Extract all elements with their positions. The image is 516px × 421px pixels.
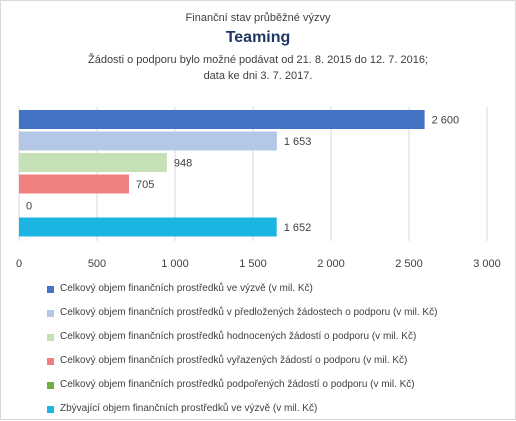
bar [19,110,425,129]
legend-swatch [47,358,54,365]
legend-label: Celkový objem finančních prostředků podp… [60,379,415,390]
x-tick-label: 2 500 [395,258,423,270]
bar [19,153,167,172]
chart-supertitle: Finanční stav průběžné výzvy [185,12,331,24]
data-label: 1 653 [284,136,312,148]
legend-item: Celkový objem finančních prostředků podp… [47,373,507,397]
subtitle-line-2: data ke dni 3. 7. 2017. [203,70,313,82]
data-label: 0 [26,201,32,213]
data-label: 1 652 [284,222,312,234]
legend-item: Zbývající objem finančních prostředků ve… [47,397,507,421]
chart-legend: Celkový objem finančních prostředků ve v… [47,277,507,421]
chart-subtitle: Žádosti o podporu bylo možné podávat od … [1,52,515,84]
bar [19,217,277,237]
x-tick-label: 0 [16,258,22,270]
legend-item: Celkový objem finančních prostředků ve v… [47,277,507,301]
x-tick-label: 1 500 [239,258,267,270]
legend-item: Celkový objem finančních prostředků v př… [47,301,507,325]
legend-label: Celkový objem finančních prostředků ve v… [60,283,313,294]
legend-swatch [47,406,54,413]
legend-item: Celkový objem finančních prostředků vyřa… [47,349,507,373]
legend-swatch [47,310,54,317]
x-tick-label: 3 000 [473,258,501,270]
legend-label: Celkový objem finančních prostředků vyřa… [60,355,408,366]
data-label: 948 [174,158,192,170]
data-label: 2 600 [432,115,460,127]
bar-chart-plot: 0 500 1 000 1 500 2 000 2 500 3 000 2 600 1 653 9… [16,107,501,270]
legend-item: Celkový objem finančních prostředků hodn… [47,325,507,349]
legend-swatch [47,286,54,293]
legend-swatch [47,334,54,341]
legend-label: Celkový objem finančních prostředků v př… [60,307,438,318]
legend-swatch [47,382,54,389]
chart-title: Teaming [225,29,291,46]
bar [19,174,129,194]
subtitle-line-1: Žádosti o podporu bylo možné podávat od … [87,54,429,66]
legend-label: Zbývající objem finančních prostředků ve… [60,403,318,414]
bar [19,131,277,151]
x-tick-label: 500 [88,258,106,270]
x-tick-label: 1 000 [161,258,189,270]
x-tick-label: 2 000 [317,258,345,270]
legend-label: Celkový objem finančních prostředků hodn… [60,331,417,342]
data-label: 705 [136,179,154,191]
